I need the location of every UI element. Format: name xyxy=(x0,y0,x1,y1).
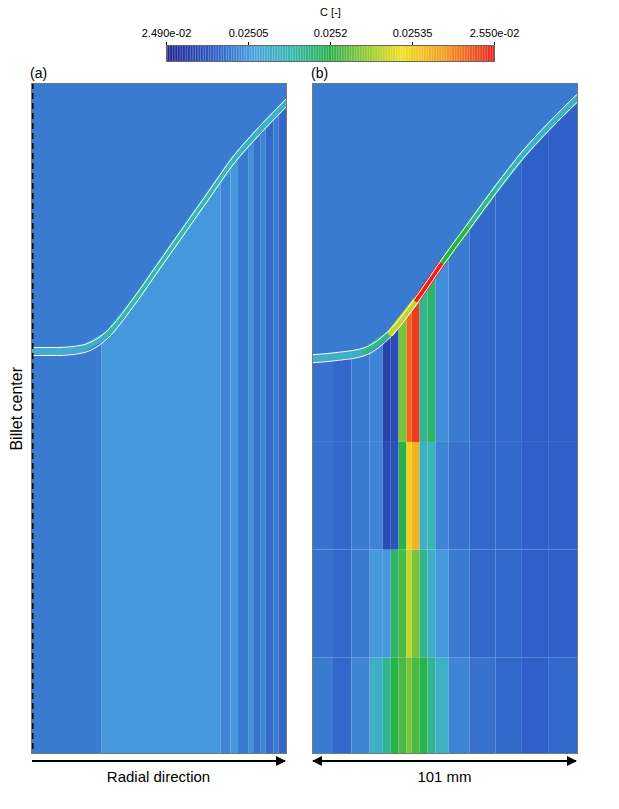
html-text:Billet center: Billet center xyxy=(8,367,25,451)
svg-text:2.550e-02: 2.550e-02 xyxy=(469,27,519,39)
svg-text:0.0252: 0.0252 xyxy=(313,27,347,39)
html-text:(b): (b) xyxy=(311,65,329,81)
html-text:101 mm: 101 mm xyxy=(417,768,472,785)
html-text:Radial direction: Radial direction xyxy=(106,768,211,785)
svg-text:0.02535: 0.02535 xyxy=(392,27,432,39)
svg-text:0.02505: 0.02505 xyxy=(228,27,268,39)
svg-text:C [-]: C [-] xyxy=(320,6,341,18)
html-text:(a): (a) xyxy=(30,65,48,81)
svg-text:2.490e-02: 2.490e-02 xyxy=(141,27,191,39)
